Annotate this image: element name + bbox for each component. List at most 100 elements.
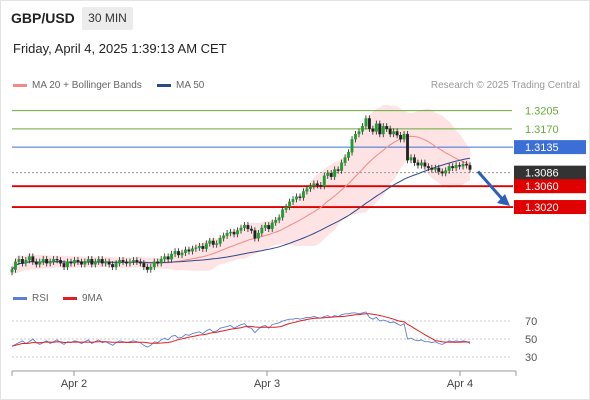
- rsi-ma-swatch: [63, 296, 77, 300]
- ma20-swatch: [13, 83, 27, 87]
- candle-body: [260, 227, 264, 234]
- level-tag-1.3020: [514, 200, 586, 215]
- candle-body: [298, 196, 302, 198]
- candle-body: [59, 260, 63, 264]
- candle-body: [319, 185, 323, 187]
- rsi-tick-30: 30: [525, 352, 537, 364]
- candle-body: [31, 256, 35, 262]
- candle-body: [437, 167, 441, 172]
- ma20-label: MA 20 + Bollinger Bands: [32, 80, 142, 91]
- candle-body: [45, 259, 49, 264]
- candle-body: [277, 217, 281, 221]
- copyright-text: Research © 2025 Trading Central: [430, 80, 580, 91]
- candle-body: [190, 248, 194, 252]
- level-tag-1.3135: [514, 140, 586, 155]
- candle-body: [305, 188, 309, 192]
- candle-body: [142, 263, 146, 268]
- rsi-label: RSI: [32, 293, 49, 304]
- rsi-tick-50: 50: [525, 334, 537, 346]
- candle-body: [444, 170, 448, 174]
- candle-body: [451, 166, 455, 169]
- candle-body: [173, 251, 177, 255]
- level-label-1.3086: 1.3086: [525, 168, 559, 180]
- candle-body: [100, 259, 104, 264]
- candle-body: [315, 183, 319, 186]
- candle-body: [197, 245, 201, 248]
- candle-body: [406, 133, 409, 161]
- candle-body: [218, 238, 222, 244]
- candle-body: [291, 199, 295, 202]
- candle-body: [10, 269, 14, 273]
- candle-body: [83, 261, 87, 265]
- candle-body: [62, 263, 66, 268]
- candle-body: [236, 230, 239, 235]
- candle-body: [121, 260, 125, 262]
- timeframe-button[interactable]: 30 MIN: [82, 7, 133, 30]
- candle-body: [374, 123, 378, 132]
- candle-body: [104, 261, 108, 264]
- candle-body: [156, 261, 160, 264]
- candle-body: [76, 260, 80, 262]
- candle-body: [34, 261, 38, 265]
- candle-body: [385, 126, 389, 130]
- level-tag-1.3086: [514, 165, 586, 180]
- candle-body: [433, 167, 437, 170]
- timestamp: Friday, April 4, 2025 1:39:13 AM CET: [13, 41, 227, 56]
- candle-body: [409, 157, 413, 161]
- candle-body: [93, 261, 97, 265]
- level-label-1.3060: 1.3060: [525, 181, 559, 193]
- candle-body: [367, 118, 371, 130]
- candle-body: [378, 123, 382, 135]
- candle-body: [66, 261, 69, 268]
- candle-body: [416, 162, 420, 166]
- candle-body: [381, 126, 385, 135]
- candle-body: [263, 225, 267, 229]
- candle-body: [402, 133, 406, 140]
- candle-body: [458, 165, 462, 167]
- rsi-swatch: [13, 296, 27, 300]
- candle-body: [225, 232, 229, 236]
- candle-body: [447, 166, 451, 171]
- legend-rsi-ma: 9MA: [63, 293, 103, 304]
- candle-body: [312, 183, 316, 187]
- x-tick-label: Apr 4: [447, 378, 473, 390]
- level-tag-1.3060: [514, 179, 586, 194]
- candle-body: [184, 249, 187, 254]
- candle-body: [270, 222, 274, 230]
- candle-body: [426, 166, 430, 169]
- candle-body: [55, 259, 59, 261]
- candle-body: [204, 243, 208, 249]
- x-tick-label: Apr 2: [61, 378, 87, 390]
- candle-body: [360, 126, 364, 132]
- candle-body: [284, 206, 288, 210]
- candle-body: [208, 240, 212, 244]
- bollinger-band: [12, 104, 470, 275]
- candle-body: [371, 128, 375, 132]
- candle-body: [128, 261, 132, 264]
- candle-body: [267, 225, 271, 230]
- level-label-1.3205: 1.3205: [525, 106, 559, 118]
- candle-body: [239, 227, 243, 231]
- candle-body: [24, 260, 28, 264]
- legend-ma50: MA 50: [157, 80, 204, 91]
- candle-body: [135, 260, 139, 262]
- candle-body: [229, 231, 233, 234]
- candle-body: [364, 118, 368, 127]
- candle-body: [243, 225, 246, 229]
- candle-body: [413, 157, 416, 163]
- candle-body: [388, 128, 392, 135]
- candle-body: [430, 167, 434, 170]
- candle-body: [90, 259, 94, 265]
- candle-body: [249, 228, 253, 231]
- projection-arrow: [476, 170, 506, 202]
- candle-body: [423, 162, 427, 167]
- candle-body: [468, 165, 472, 170]
- candle-body: [159, 259, 163, 264]
- candle-body: [38, 261, 42, 265]
- candle-body: [211, 240, 215, 245]
- rsi-ma-label: 9MA: [82, 293, 103, 304]
- ma50-swatch: [157, 83, 171, 87]
- candle-body: [152, 261, 156, 268]
- candle-body: [131, 260, 135, 262]
